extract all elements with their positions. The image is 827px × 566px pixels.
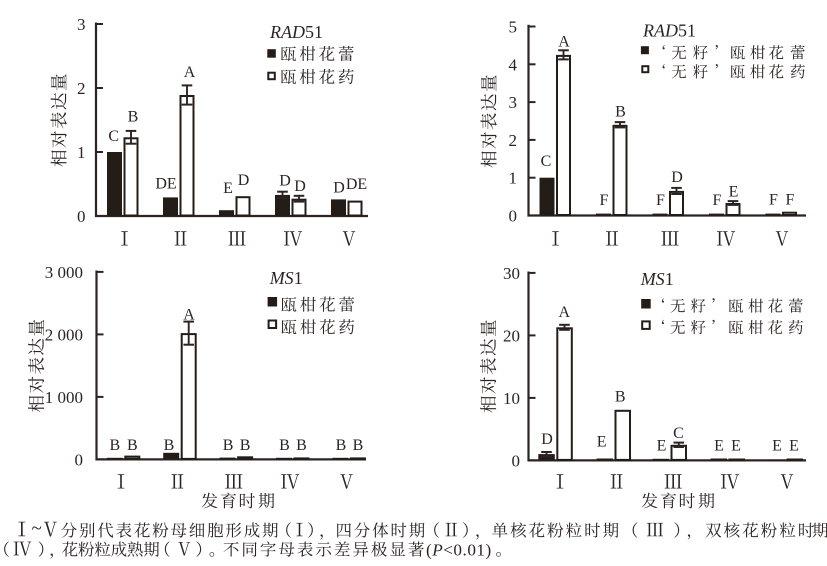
svg-text:A: A (184, 64, 196, 81)
svg-text:MS1: MS1 (269, 268, 303, 288)
svg-text:B: B (240, 437, 251, 454)
svg-text:0: 0 (512, 451, 521, 470)
svg-text:E: E (657, 438, 667, 455)
svg-text:DE: DE (346, 176, 367, 193)
svg-text:F: F (600, 192, 609, 209)
svg-text:C: C (541, 153, 552, 170)
svg-text:E: E (772, 438, 782, 455)
svg-text:0: 0 (77, 207, 86, 226)
svg-text:B: B (336, 437, 347, 454)
svg-text:5: 5 (509, 18, 518, 37)
svg-text:(P<0.01): (P<0.01) (426, 540, 492, 559)
svg-text:E: E (597, 434, 607, 451)
svg-text:4: 4 (509, 55, 518, 74)
svg-text:3 000: 3 000 (45, 263, 83, 282)
svg-text:10: 10 (503, 389, 520, 408)
svg-text:1: 1 (509, 169, 518, 188)
svg-text:0: 0 (75, 450, 84, 469)
svg-text:2: 2 (509, 131, 518, 150)
svg-text:A: A (558, 34, 570, 51)
svg-text:D: D (279, 173, 291, 190)
svg-text:3: 3 (509, 93, 518, 112)
svg-text:2: 2 (77, 79, 86, 98)
svg-text:B: B (353, 437, 364, 454)
svg-text:E: E (789, 438, 799, 455)
svg-text:1: 1 (77, 143, 86, 162)
svg-text:3: 3 (77, 15, 86, 34)
svg-text:A: A (559, 304, 571, 321)
svg-text:F: F (713, 192, 722, 209)
svg-text:2 000: 2 000 (45, 325, 83, 344)
svg-text:30: 30 (503, 264, 520, 283)
svg-text:20: 20 (503, 326, 520, 345)
svg-text:B: B (164, 437, 175, 454)
svg-text:B: B (615, 389, 626, 406)
svg-text:1 000: 1 000 (45, 388, 83, 407)
svg-text:C: C (108, 128, 119, 145)
svg-text:B: B (296, 437, 307, 454)
svg-text:~: ~ (31, 518, 41, 539)
svg-text:B: B (109, 437, 120, 454)
svg-text:F: F (769, 192, 778, 209)
svg-text:C: C (673, 425, 684, 442)
svg-text:D: D (671, 169, 683, 186)
svg-text:B: B (615, 104, 626, 121)
svg-text:0: 0 (509, 207, 518, 226)
svg-text:D: D (333, 180, 345, 197)
svg-text:D: D (294, 178, 306, 195)
svg-text:E: E (731, 438, 741, 455)
svg-text:E: E (714, 438, 724, 455)
svg-text:B: B (128, 109, 139, 126)
svg-text:F: F (656, 192, 665, 209)
svg-text:D: D (238, 172, 250, 189)
svg-text:D: D (541, 431, 553, 448)
svg-text:DE: DE (155, 176, 176, 193)
svg-text:B: B (279, 437, 290, 454)
svg-text:E: E (729, 184, 739, 201)
svg-text:F: F (786, 192, 795, 209)
svg-text:B: B (127, 437, 138, 454)
svg-text:RAD51: RAD51 (642, 21, 696, 41)
svg-text:RAD51: RAD51 (269, 22, 323, 42)
svg-text:A: A (183, 307, 195, 324)
svg-text:B: B (223, 437, 234, 454)
svg-text:E: E (223, 180, 233, 197)
svg-text:MS1: MS1 (640, 269, 674, 289)
